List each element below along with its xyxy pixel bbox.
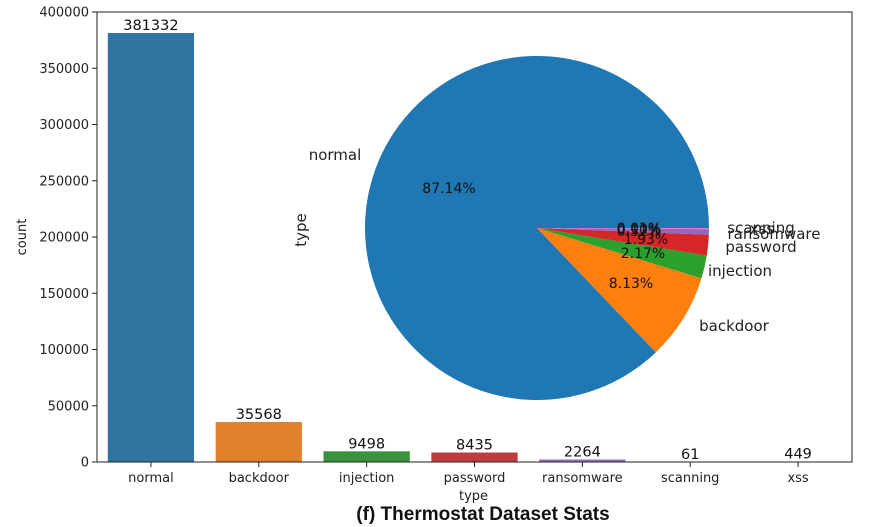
y-tick-label: 200000 <box>39 231 89 246</box>
bar-value-label: 449 <box>784 446 812 462</box>
pie-pct-backdoor: 8.13% <box>609 276 653 292</box>
pie-pct-normal: 87.14% <box>422 181 475 197</box>
pie-label-backdoor: backdoor <box>699 317 770 335</box>
bar-value-label: 61 <box>681 447 699 463</box>
x-tick-label: scanning <box>661 471 719 486</box>
pie-pct-injection: 2.17% <box>621 246 665 262</box>
pie-label-normal: normal <box>309 146 362 164</box>
y-tick-label: 0 <box>81 456 89 471</box>
y-axis-label: count <box>15 219 30 256</box>
pie-slice-backdoor <box>537 228 702 353</box>
pie-ylabel: type <box>292 213 310 247</box>
pie-slice-scanning <box>537 228 709 230</box>
x-axis-label: type <box>459 489 488 504</box>
bar-injection <box>323 451 410 462</box>
x-tick-label: xss <box>787 471 808 486</box>
y-tick-label: 50000 <box>48 399 89 414</box>
x-tick-label: backdoor <box>229 471 290 486</box>
pie-label-password: password <box>725 238 796 256</box>
bar-password <box>431 452 518 462</box>
y-tick-label: 300000 <box>39 118 89 133</box>
bar-chart: 0 50000 100000 150000 200000 250000 300000 3500… <box>15 6 853 504</box>
pie-label-scanning: scanning <box>727 219 794 237</box>
pie-pct-xss: 0.10% <box>617 222 661 238</box>
bar-value-label: 381332 <box>123 18 178 34</box>
pie-slice-password <box>537 228 709 256</box>
figure-caption: (f) Thermostat Dataset Stats <box>356 504 609 525</box>
bar-normal <box>107 33 195 463</box>
bar-value-label: 8435 <box>456 438 493 454</box>
bar-value-label: 9498 <box>348 436 385 452</box>
pie-chart: normal 87.14% backdoor 8.13% injection 2.17% p… <box>292 55 821 400</box>
y-tick-label: 150000 <box>39 287 89 302</box>
pie-slice-injection <box>537 228 707 279</box>
pie-label-xss: xss <box>750 220 775 238</box>
pie-slice-xss <box>537 228 710 230</box>
bar-ransomware <box>539 459 626 462</box>
x-tick-label: injection <box>339 471 395 486</box>
x-tick-label: normal <box>128 471 174 486</box>
pie-slice-ransomware <box>537 228 709 235</box>
pie-pct-ransomware: 0.52% <box>617 224 661 240</box>
bar-value-label: 35568 <box>236 407 282 423</box>
bar-value-label: 2264 <box>564 444 601 460</box>
y-tick-label: 400000 <box>39 6 89 21</box>
y-tick-label: 250000 <box>39 174 89 189</box>
pie-pct-password: 1.93% <box>624 232 668 248</box>
pie-slice-normal <box>365 55 709 400</box>
y-tick-label: 350000 <box>39 62 89 77</box>
pie-label-injection: injection <box>708 262 772 280</box>
y-tick-label: 100000 <box>39 343 89 358</box>
plot-frame <box>96 11 853 463</box>
bar-backdoor <box>215 421 302 462</box>
x-tick-label: ransomware <box>542 471 623 486</box>
x-tick-label: password <box>444 471 506 486</box>
pie-pct-scanning: 0.01% <box>617 221 661 237</box>
pie-label-ransomware: ransomware <box>728 225 821 243</box>
